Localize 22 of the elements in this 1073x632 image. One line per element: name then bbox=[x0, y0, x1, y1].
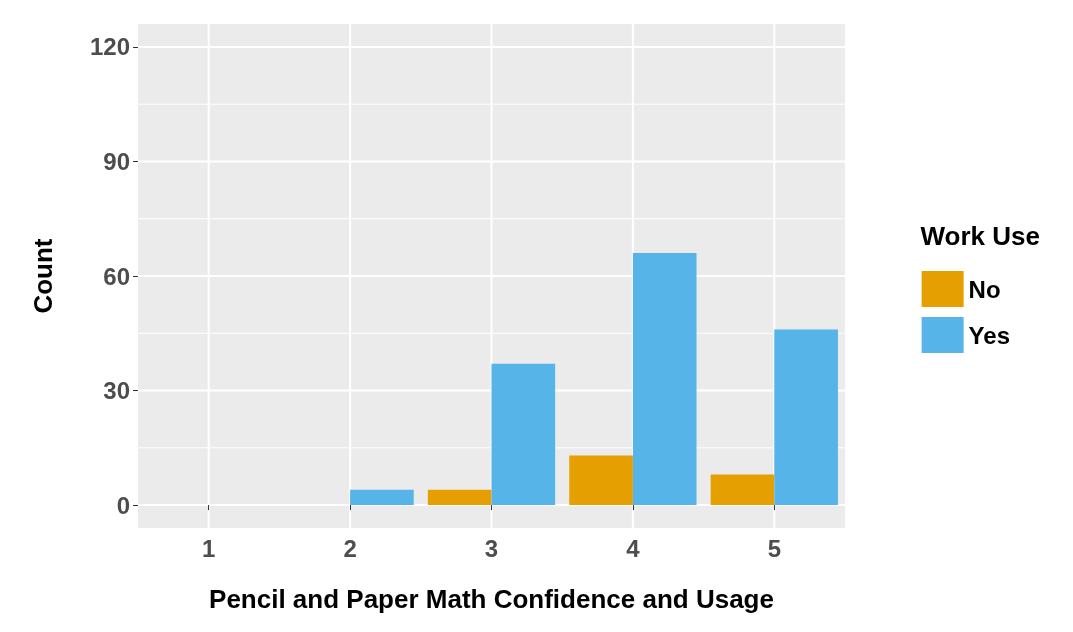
y-tick-label: 30 bbox=[103, 377, 130, 405]
bar bbox=[350, 489, 414, 506]
bar bbox=[632, 253, 697, 506]
bar bbox=[427, 489, 492, 506]
x-tick-label: 1 bbox=[202, 534, 216, 562]
x-axis-title: Pencil and Paper Math Confidence and Usage bbox=[209, 584, 774, 614]
legend-label: No bbox=[968, 275, 1001, 303]
y-tick-label: 60 bbox=[103, 262, 130, 290]
x-tick-label: 5 bbox=[767, 534, 781, 562]
bar bbox=[491, 363, 556, 506]
bar bbox=[774, 329, 838, 506]
legend-title: Work Use bbox=[920, 221, 1040, 251]
bar bbox=[569, 455, 633, 506]
y-axis-title: Count bbox=[28, 238, 58, 314]
bar bbox=[710, 474, 775, 506]
y-tick-label: 90 bbox=[103, 147, 130, 175]
legend-label: Yes bbox=[968, 321, 1011, 349]
x-tick-label: 2 bbox=[343, 534, 357, 562]
x-tick-label: 3 bbox=[484, 534, 499, 562]
y-tick-label: 120 bbox=[89, 33, 130, 61]
x-tick-label: 4 bbox=[626, 534, 641, 562]
y-tick-label: 0 bbox=[116, 491, 130, 519]
